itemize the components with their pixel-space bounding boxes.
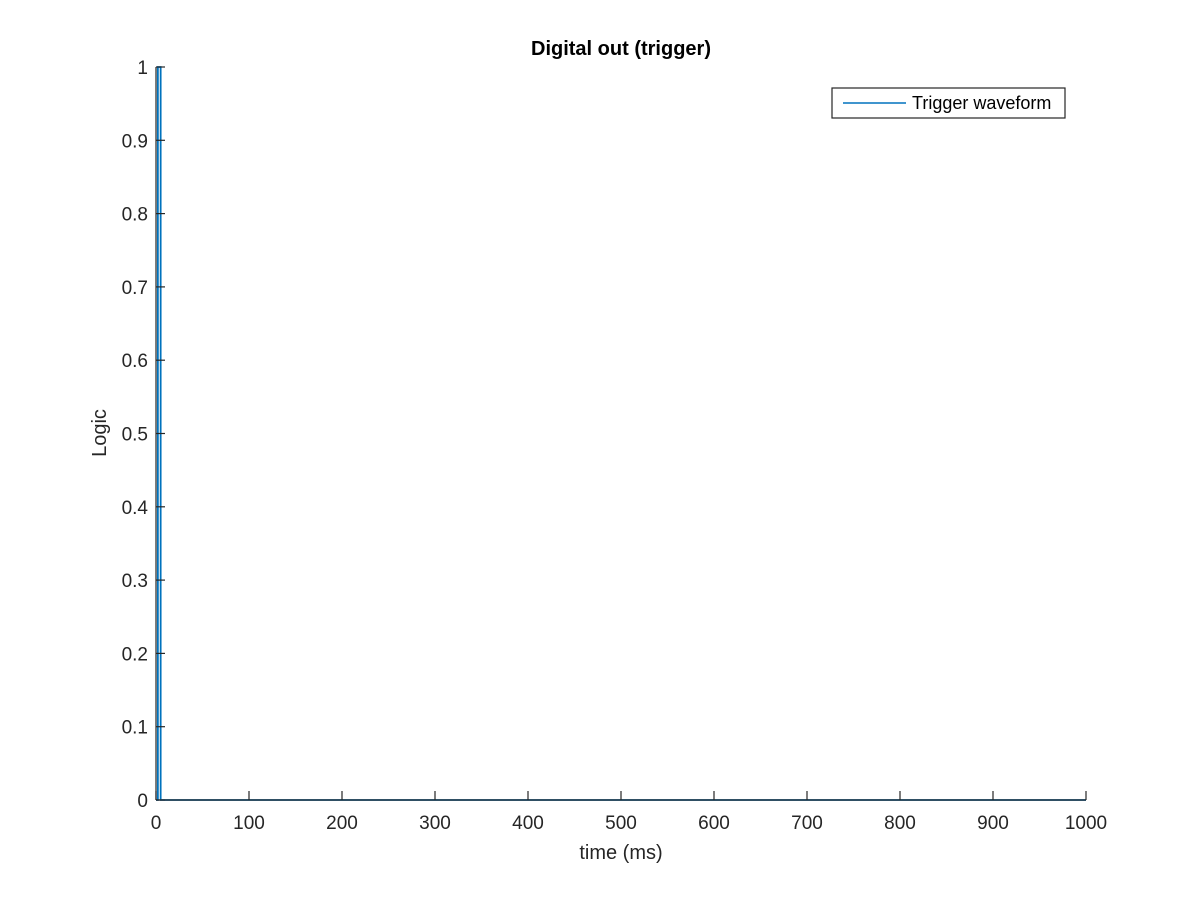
x-tick-label: 500	[605, 813, 637, 834]
chart-title: Digital out (trigger)	[531, 38, 711, 60]
legend: Trigger waveform	[831, 87, 1066, 119]
y-tick-label: 0.8	[122, 205, 148, 226]
y-tick-label: 0.2	[122, 644, 148, 665]
x-tick-label: 600	[698, 813, 730, 834]
y-tick-label: 0.9	[122, 131, 148, 152]
y-tick-label: 0.1	[122, 718, 148, 739]
x-axis-label: time (ms)	[579, 842, 662, 864]
legend-entry-trigger-waveform: Trigger waveform	[912, 93, 1051, 113]
y-tick-label: 0.4	[122, 498, 149, 519]
x-tick-label: 0	[151, 813, 162, 834]
plot-area	[156, 66, 1086, 801]
axes: 0 100 200 300 400 500 600 700 800 900 1000 0 0.1 0.2 0…	[122, 58, 1108, 834]
x-tick-label: 700	[791, 813, 823, 834]
y-tick-label: 0.6	[122, 351, 148, 372]
series-line-trigger-waveform	[156, 66, 1086, 801]
x-tick-label: 200	[326, 813, 358, 834]
y-tick-label: 0	[137, 791, 148, 812]
y-tick-label: 0.3	[122, 571, 148, 592]
x-tick-label: 800	[884, 813, 916, 834]
x-tick-label: 100	[233, 813, 265, 834]
x-tick-label: 900	[977, 813, 1009, 834]
x-tick-label: 1000	[1065, 813, 1107, 834]
y-axis-label: Logic	[89, 409, 111, 457]
y-tick-label: 0.5	[122, 425, 148, 446]
y-tick-label: 0.7	[122, 278, 148, 299]
x-tick-label: 400	[512, 813, 544, 834]
x-tick-label: 300	[419, 813, 451, 834]
y-tick-label: 1	[137, 58, 148, 79]
